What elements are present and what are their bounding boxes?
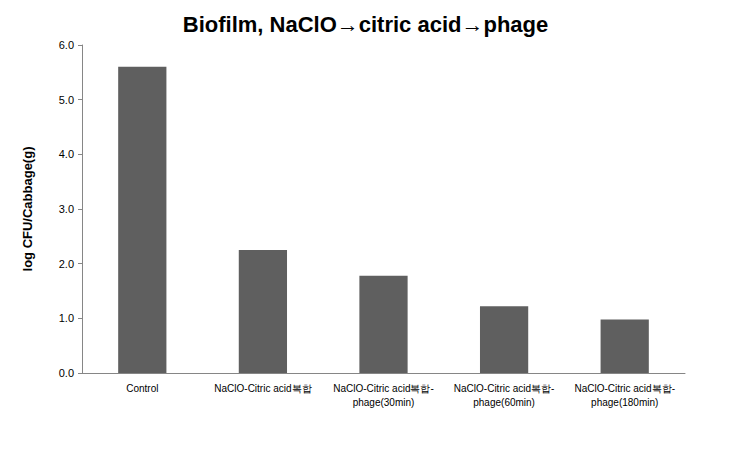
svg-text:NaClO-Citric acid복합-: NaClO-Citric acid복합- xyxy=(333,383,434,394)
svg-text:phage(180min): phage(180min) xyxy=(591,397,658,408)
svg-text:0.0: 0.0 xyxy=(59,367,74,379)
svg-text:4.0: 4.0 xyxy=(59,148,74,160)
svg-text:phage(30min): phage(30min) xyxy=(353,397,415,408)
svg-text:NaClO-Citric acid복합-: NaClO-Citric acid복합- xyxy=(574,383,675,394)
svg-text:Control: Control xyxy=(126,383,158,394)
svg-text:phage(60min): phage(60min) xyxy=(473,397,535,408)
svg-text:5.0: 5.0 xyxy=(59,94,74,106)
svg-text:3.0: 3.0 xyxy=(59,203,74,215)
svg-text:Biofilm, NaClO→citric acid→pha: Biofilm, NaClO→citric acid→phage xyxy=(183,12,549,37)
svg-text:1.0: 1.0 xyxy=(59,312,74,324)
svg-text:2.0: 2.0 xyxy=(59,258,74,270)
svg-text:NaClO-Citric acid복합: NaClO-Citric acid복합 xyxy=(214,383,311,394)
svg-text:log CFU/Cabbage(g): log CFU/Cabbage(g) xyxy=(20,147,35,272)
svg-text:NaClO-Citric acid복합-: NaClO-Citric acid복합- xyxy=(454,383,555,394)
svg-text:6.0: 6.0 xyxy=(59,39,74,51)
